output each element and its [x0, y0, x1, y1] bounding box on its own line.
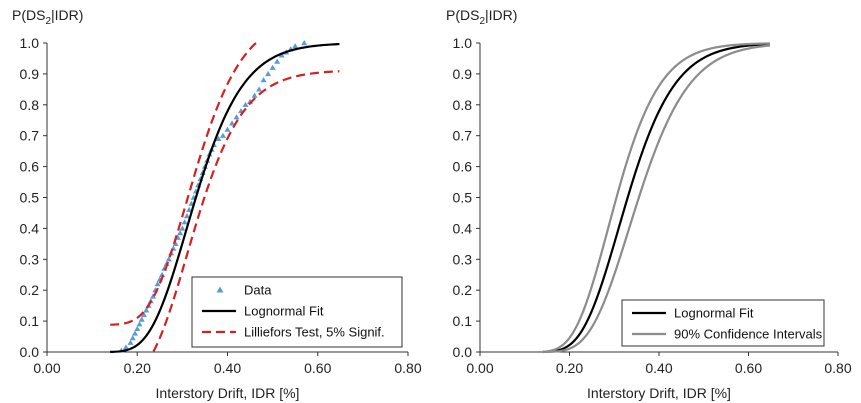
x-tick-label: 0.20 [556, 360, 583, 376]
y-axis-title-pre: P(DS [12, 7, 45, 23]
y-axis-title: P(DS2|IDR) [446, 7, 517, 27]
data-point [219, 132, 226, 138]
y-tick-label: 0.6 [453, 159, 473, 175]
data-point [265, 70, 272, 77]
data-point [224, 126, 231, 132]
data-point [260, 77, 267, 83]
data-point [150, 293, 157, 299]
y-axis-title-sub: 2 [479, 16, 485, 27]
data-point [251, 92, 258, 98]
data-point [131, 330, 138, 336]
legend: Lognormal Fit 90% Confidence Intervals [621, 299, 825, 347]
x-axis-title: Interstory Drift, IDR [%] [587, 385, 731, 401]
y-axis-title-post: |IDR) [485, 7, 517, 23]
y-axis-title-post: |IDR) [51, 7, 83, 23]
y-axis-title-sub: 2 [45, 16, 51, 27]
legend-label: Data [244, 283, 272, 298]
y-tick-label: 0.8 [20, 97, 40, 113]
lognormal-fit-line [542, 42, 771, 354]
data-point [301, 40, 308, 46]
x-tick-label: 0.00 [466, 360, 493, 376]
y-tick-label: 0.9 [20, 66, 40, 82]
data-point [242, 101, 249, 107]
data-point [141, 311, 148, 318]
x-tick-label: 0.80 [394, 360, 421, 376]
data-point [278, 52, 285, 58]
y-tick-label: 0.4 [453, 220, 473, 236]
lognormal-fit-line [110, 42, 340, 354]
x-tick-label: 0.40 [645, 360, 672, 376]
y-tick-label: 0.5 [20, 190, 40, 206]
data-point [179, 225, 186, 231]
chart-panel-1: 0.0 0.1 0.2 0.3 0.4 0.5 0.6 0.7 0.8 0.9 1.0 0.00 0.2… [12, 7, 422, 401]
data-point [129, 335, 136, 341]
y-tick-label: 0.9 [453, 66, 473, 82]
y-tick-label: 0.1 [453, 313, 473, 329]
data-point [122, 344, 129, 350]
y-tick-label: 0.4 [20, 220, 40, 236]
legend-box [621, 299, 825, 347]
legend-label: Lognormal Fit [244, 304, 324, 319]
y-axis-title-pre: P(DS [446, 7, 479, 23]
y-tick-label: 1.0 [453, 35, 473, 51]
y-tick-label: 0.0 [20, 344, 40, 360]
legend-data-marker [216, 286, 224, 293]
y-tick-label: 0.2 [453, 282, 473, 298]
y-tick-label: 0.3 [453, 251, 473, 267]
data-point [269, 64, 276, 70]
x-tick-label: 0.80 [824, 360, 851, 376]
data-point [177, 230, 184, 236]
lilliefors-upper-line [110, 42, 258, 326]
confidence-upper-line [542, 42, 770, 353]
data-point [134, 325, 141, 332]
data-point [215, 135, 222, 141]
y-tick-label: 0.3 [20, 251, 40, 267]
x-tick-label: 0.60 [304, 360, 331, 376]
y-tick-label: 0.7 [453, 128, 473, 144]
data-point [181, 219, 188, 225]
x-tick-label: 0.20 [124, 360, 151, 376]
x-tick-label: 0.40 [214, 360, 241, 376]
legend-label: Lilliefors Test, 5% Signif. [244, 325, 385, 340]
data-point [127, 339, 134, 345]
y-tick-label: 0.8 [453, 97, 473, 113]
data-point [136, 321, 143, 327]
data-point [172, 240, 179, 247]
data-point [229, 120, 236, 126]
data-point [292, 43, 299, 49]
data-point [186, 206, 193, 213]
data-point [233, 114, 240, 120]
data-point [165, 256, 172, 262]
y-tick-label: 1.0 [20, 35, 40, 51]
data-point [274, 58, 281, 64]
legend-label: Lognormal Fit [674, 306, 754, 321]
y-tick-label: 0.6 [20, 159, 40, 175]
y-tick-label: 0.1 [20, 313, 40, 329]
x-tick-label: 0.00 [33, 360, 60, 376]
y-tick-label: 0.2 [20, 282, 40, 298]
legend-label: 90% Confidence Intervals [674, 327, 823, 342]
chart-panel-2: 0.0 0.1 0.2 0.3 0.4 0.5 0.6 0.7 0.8 0.9 1.0 0.00 0.2… [446, 7, 852, 401]
data-point [256, 86, 263, 92]
data-point [138, 316, 145, 322]
confidence-lower-line [542, 44, 771, 354]
data-point [154, 281, 161, 287]
y-axis-title: P(DS2|IDR) [12, 7, 83, 27]
y-tick-label: 0.5 [453, 190, 473, 206]
data-point [183, 213, 190, 219]
y-tick-label: 0.0 [453, 344, 473, 360]
legend: Data Lognormal Fit Lilliefors Test, 5% Sig… [191, 276, 403, 348]
data-point [143, 307, 150, 313]
x-tick-label: 0.60 [735, 360, 762, 376]
y-tick-label: 0.7 [20, 128, 40, 144]
x-axis-title: Interstory Drift, IDR [%] [156, 385, 300, 401]
